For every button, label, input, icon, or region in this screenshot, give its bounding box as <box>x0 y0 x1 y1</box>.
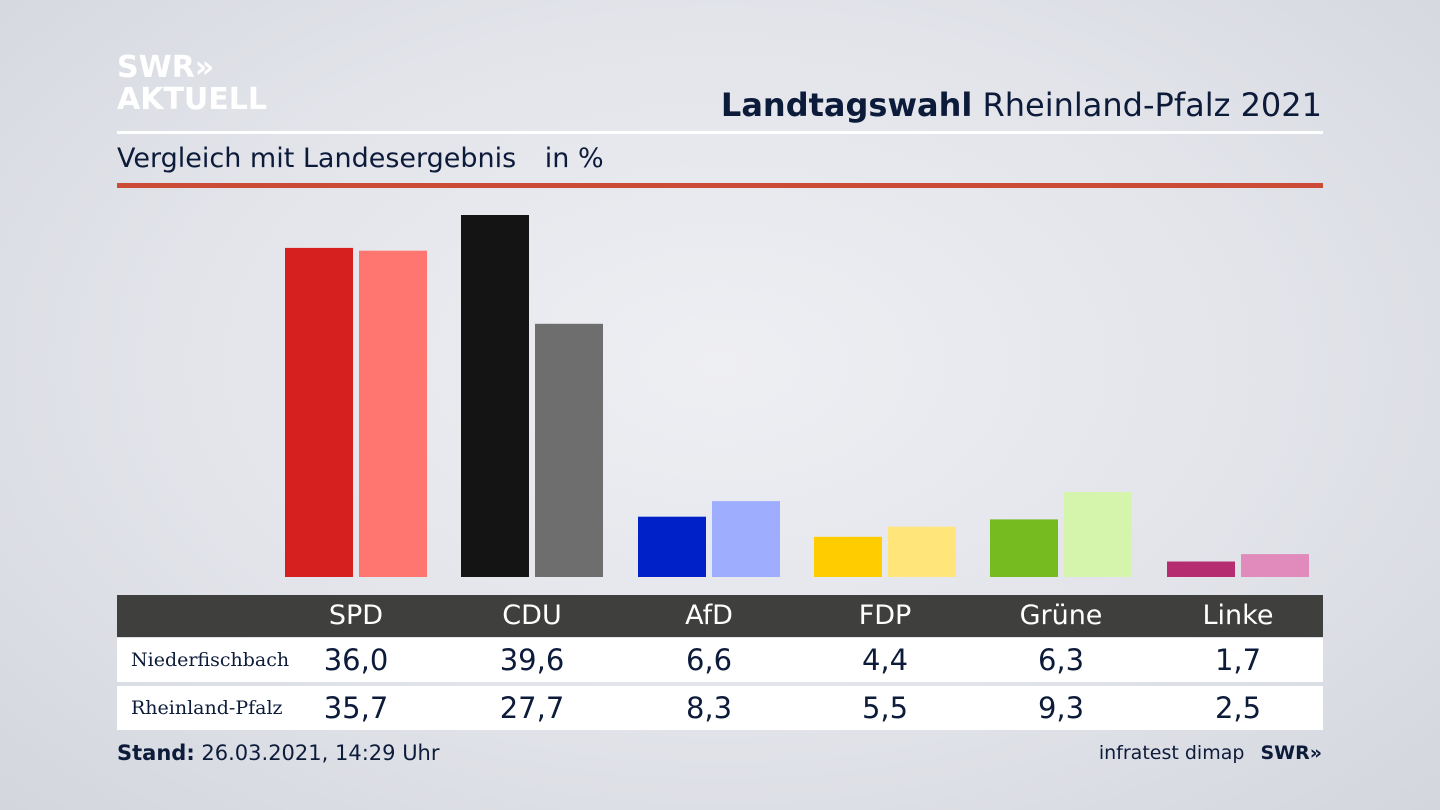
party-label-gr-ne: Grüne <box>1019 600 1103 631</box>
bar-spd-rheinland-pfalz <box>359 250 427 577</box>
party-header-row: SPD CDU AfD FDP Grüne Linke <box>117 595 1323 637</box>
stand-label: Stand: <box>117 741 195 765</box>
source-name: infratest dimap <box>1098 742 1245 764</box>
value-gr-ne-niederfischbach: 6,3 <box>1037 643 1085 677</box>
accent-divider <box>117 183 1323 188</box>
value-gr-ne-rheinland-pfalz: 9,3 <box>1037 691 1085 725</box>
bar-cdu-rheinland-pfalz <box>535 323 603 577</box>
title-rest: Rheinland-Pfalz 2021 <box>982 86 1322 124</box>
value-cdu-niederfischbach: 39,6 <box>499 643 565 677</box>
party-label-afd: AfD <box>685 600 733 631</box>
value-spd-niederfischbach: 36,0 <box>323 643 389 677</box>
table-row-niederfischbach: Niederfischbach 36,0 39,6 6,6 4,4 6,3 1,7 <box>117 638 1323 682</box>
value-cdu-rheinland-pfalz: 27,7 <box>499 691 565 725</box>
row-label: Niederfischbach <box>131 649 290 671</box>
bar-cdu-niederfischbach <box>461 215 529 577</box>
stand-value: 26.03.2021, 14:29 Uhr <box>201 741 440 765</box>
source-credit: infratest dimap SWR» <box>1099 742 1322 764</box>
subtitle-text: Vergleich mit Landesergebnis <box>117 143 517 174</box>
unit-label: in % <box>544 143 604 174</box>
bar-linke-rheinland-pfalz <box>1241 554 1309 577</box>
value-fdp-rheinland-pfalz: 5,5 <box>861 691 909 725</box>
chart-title: Landtagswahl Rheinland-Pfalz 2021 <box>721 86 1322 124</box>
bar-gr-ne-niederfischbach <box>990 519 1058 577</box>
value-linke-rheinland-pfalz: 2,5 <box>1214 691 1262 725</box>
value-linke-niederfischbach: 1,7 <box>1214 643 1262 677</box>
logo-line2: AKTUELL <box>117 82 268 117</box>
bar-afd-rheinland-pfalz <box>712 501 780 577</box>
party-label-fdp: FDP <box>858 600 912 631</box>
table-row-rheinland-pfalz: Rheinland-Pfalz 35,7 27,7 8,3 5,5 9,3 2,5 <box>117 686 1323 730</box>
party-label-cdu: CDU <box>502 600 562 631</box>
bar-fdp-rheinland-pfalz <box>888 526 956 577</box>
logo-line1: SWR» <box>117 50 215 85</box>
value-afd-niederfischbach: 6,6 <box>685 643 733 677</box>
party-label-linke: Linke <box>1202 600 1274 631</box>
title-bold: Landtagswahl <box>720 86 973 124</box>
bar-afd-niederfischbach <box>638 516 706 577</box>
footer-swr-logo: SWR» <box>1260 742 1322 764</box>
bar-linke-niederfischbach <box>1167 561 1235 577</box>
swr-aktuell-logo: SWR» AKTUELL <box>117 52 267 116</box>
row-label: Rheinland-Pfalz <box>131 697 283 719</box>
bar-chart <box>285 215 1309 577</box>
bar-fdp-niederfischbach <box>814 536 882 577</box>
value-fdp-niederfischbach: 4,4 <box>861 643 909 677</box>
bar-spd-niederfischbach <box>285 247 353 577</box>
value-afd-rheinland-pfalz: 8,3 <box>685 691 733 725</box>
title-divider <box>117 131 1323 134</box>
bar-gr-ne-rheinland-pfalz <box>1064 492 1132 577</box>
chart-subtitle: Vergleich mit Landesergebnis in % <box>117 143 604 174</box>
value-spd-rheinland-pfalz: 35,7 <box>323 691 389 725</box>
party-label-spd: SPD <box>328 600 384 631</box>
timestamp: Stand: 26.03.2021, 14:29 Uhr <box>117 741 440 765</box>
